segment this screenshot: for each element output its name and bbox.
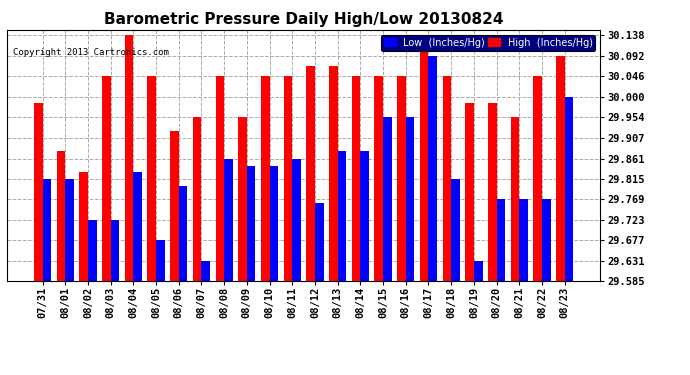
Bar — [420, 35, 428, 281]
Bar — [375, 76, 383, 281]
Bar — [465, 104, 474, 281]
Bar — [564, 97, 573, 281]
Text: Copyright 2013 Cartronics.com: Copyright 2013 Cartronics.com — [13, 48, 169, 57]
Bar — [201, 261, 210, 281]
Bar — [488, 104, 497, 281]
Bar — [125, 35, 133, 281]
Bar — [247, 166, 255, 281]
Bar — [293, 159, 301, 281]
Bar — [284, 76, 293, 281]
Bar — [170, 131, 179, 281]
Bar — [329, 66, 337, 281]
Bar — [474, 261, 482, 281]
Bar — [34, 104, 43, 281]
Bar — [179, 186, 188, 281]
Bar — [428, 56, 437, 281]
Title: Barometric Pressure Daily High/Low 20130824: Barometric Pressure Daily High/Low 20130… — [104, 12, 503, 27]
Bar — [43, 179, 51, 281]
Bar — [224, 159, 233, 281]
Bar — [497, 200, 505, 281]
Bar — [511, 117, 520, 281]
Bar — [306, 66, 315, 281]
Bar — [148, 76, 156, 281]
Bar — [383, 117, 392, 281]
Bar — [315, 202, 324, 281]
Bar — [215, 76, 224, 281]
Bar — [156, 240, 165, 281]
Bar — [88, 220, 97, 281]
Bar — [193, 117, 201, 281]
Bar — [397, 76, 406, 281]
Bar — [533, 76, 542, 281]
Bar — [238, 117, 247, 281]
Legend: Low  (Inches/Hg), High  (Inches/Hg): Low (Inches/Hg), High (Inches/Hg) — [381, 35, 595, 51]
Bar — [337, 152, 346, 281]
Bar — [556, 56, 564, 281]
Bar — [406, 117, 415, 281]
Bar — [79, 172, 88, 281]
Bar — [542, 200, 551, 281]
Bar — [520, 200, 528, 281]
Bar — [442, 76, 451, 281]
Bar — [261, 76, 270, 281]
Bar — [451, 179, 460, 281]
Bar — [270, 166, 278, 281]
Bar — [352, 76, 360, 281]
Bar — [102, 76, 110, 281]
Bar — [65, 179, 74, 281]
Bar — [360, 152, 369, 281]
Bar — [110, 220, 119, 281]
Bar — [133, 172, 142, 281]
Bar — [57, 152, 65, 281]
